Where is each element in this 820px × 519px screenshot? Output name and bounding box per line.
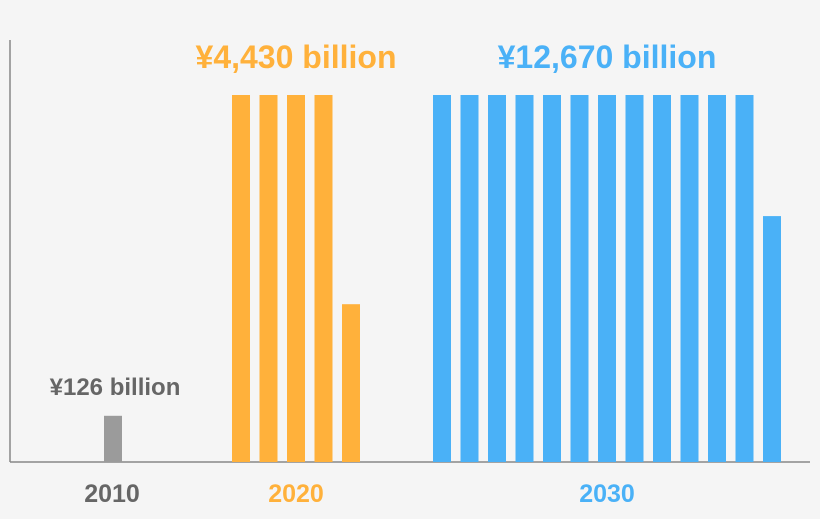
- bar-2030-7: [598, 95, 616, 462]
- year-label-2020: 2020: [268, 480, 324, 508]
- bar-2030-6: [570, 95, 589, 462]
- bar-2020-2: [259, 95, 278, 462]
- year-label-2010: 2010: [84, 480, 140, 508]
- bar-2030-13: [763, 216, 781, 462]
- bar-2030-10: [680, 95, 699, 462]
- bar-2020-1: [232, 95, 250, 462]
- bar-2030-11: [708, 95, 726, 462]
- value-label-2020: ¥4,430 billion: [196, 39, 397, 75]
- bar-2020-5: [342, 304, 360, 462]
- labels-layer: ¥126 billion 2010 ¥4,430 billion 2020 ¥12,67…: [50, 39, 717, 508]
- year-label-2030: 2030: [579, 480, 635, 508]
- bar-2030-12: [735, 95, 754, 462]
- value-label-2010: ¥126 billion: [50, 374, 181, 401]
- bar-2030-3: [488, 95, 506, 462]
- bar-2030-9: [653, 95, 671, 462]
- bar-2020-4: [314, 95, 333, 462]
- bar-2030-5: [543, 95, 561, 462]
- bar-2030-4: [515, 95, 534, 462]
- bar-2030-8: [625, 95, 644, 462]
- bar-2020-3: [287, 95, 305, 462]
- bars-layer: [104, 95, 781, 462]
- bar-2030-2: [460, 95, 479, 462]
- bar-2010-1: [104, 415, 122, 462]
- value-label-2030: ¥12,670 billion: [498, 39, 717, 75]
- bar-2030-1: [433, 95, 451, 462]
